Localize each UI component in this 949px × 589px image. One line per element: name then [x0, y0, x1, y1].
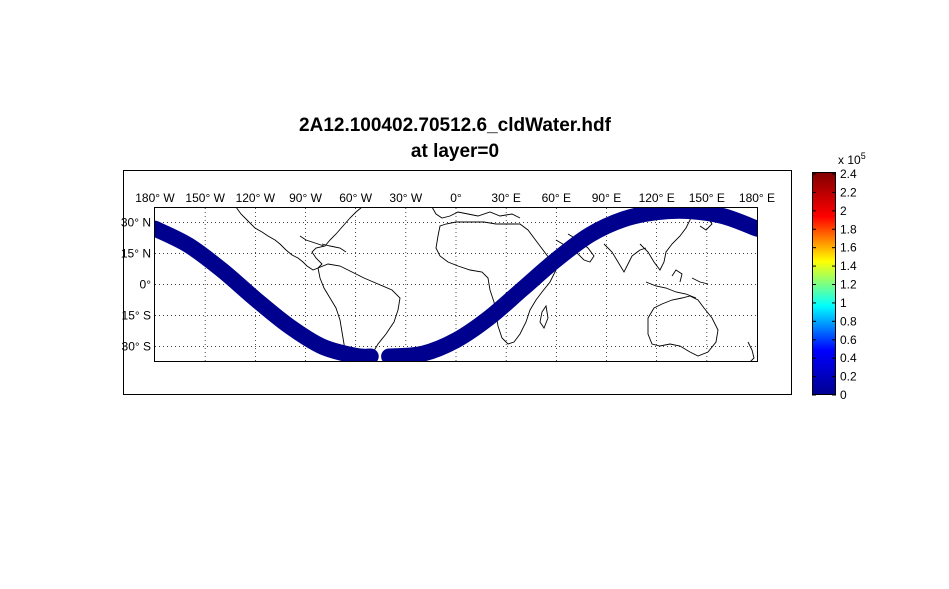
- coastline-indonesia: [645, 269, 709, 299]
- longitude-tick-label: 150° E: [689, 191, 725, 205]
- colorbar-tick-label: 0.8: [840, 314, 857, 328]
- colorbar-tick-label: 1.8: [840, 222, 857, 236]
- coastline-new-zealand: [747, 341, 755, 362]
- axes-frame: [123, 170, 792, 395]
- latitude-labels: 30° N 15° N 0° 15° S 30° S: [121, 215, 151, 353]
- longitude-tick-label: 180° W: [135, 191, 175, 205]
- coastline-gulf: [299, 235, 325, 247]
- latitude-tick-label: 0°: [140, 278, 152, 292]
- longitude-tick-label: 120° W: [236, 191, 276, 205]
- colorbar-frame: [812, 172, 836, 395]
- latitude-tick-label: 15° S: [122, 309, 151, 323]
- longitude-tick-label: 120° E: [639, 191, 675, 205]
- colorbar-tick-label: 2: [840, 204, 847, 218]
- colorbar-tick-label: 0.4: [840, 351, 857, 365]
- coastline-caribbean: [321, 243, 347, 253]
- colorbar-tick-label: 2.2: [840, 185, 857, 199]
- latitude-tick-label: 30° N: [121, 215, 151, 229]
- colorbar-tick-label: 2.4: [840, 167, 857, 181]
- colorbar-tick-label: 0.6: [840, 333, 857, 347]
- longitude-tick-label: 30° W: [389, 191, 422, 205]
- longitude-tick-label: 60° E: [542, 191, 571, 205]
- colorbar-tick-label: 1.4: [840, 259, 857, 273]
- satellite-swath: [154, 207, 758, 362]
- coastline-india: [603, 243, 647, 273]
- colorbar-tick-label: 1.6: [840, 241, 857, 255]
- map-area: 180° W 150° W 120° W 90° W 60° W 30° W 0° 30° E…: [121, 191, 775, 362]
- longitude-tick-label: 150° W: [185, 191, 225, 205]
- colorbar-tick-label: 1.2: [840, 278, 857, 292]
- coastline-north-america: [235, 207, 363, 271]
- colorbar-exponent-label: x 105: [838, 151, 866, 167]
- plot-title-line-2: at layer=0: [410, 141, 500, 162]
- latitude-tick-label: 30° S: [122, 340, 151, 354]
- longitude-tick-label: 30° E: [491, 191, 520, 205]
- swath-segment-1: [154, 220, 379, 362]
- colorbar-tick-label: 0.2: [840, 370, 857, 384]
- map-frame: [154, 207, 758, 362]
- coastline-europe: [431, 207, 521, 219]
- plot-title-line-1: 2A12.100402.70512.6_cldWater.hdf: [299, 115, 611, 136]
- coastline-australia: [647, 295, 719, 357]
- coastline-africa: [435, 221, 557, 345]
- colorbar-fill: [812, 172, 836, 395]
- swath-segment-2: [381, 207, 758, 362]
- longitude-tick-label: 60° W: [339, 191, 372, 205]
- colorbar-tick-label: 1: [840, 296, 847, 310]
- colorbar: 2.4 2.2 2 1.8 1.6 1.4 1.2 1 0.8 0.6 0.4 0.2 0 x 105: [812, 151, 866, 402]
- longitude-tick-label: 90° W: [289, 191, 322, 205]
- coastline-madagascar: [539, 304, 549, 329]
- longitude-tick-label: 180° E: [739, 191, 775, 205]
- colorbar-ticks: 2.4 2.2 2 1.8 1.6 1.4 1.2 1 0.8 0.6 0.4 0.2 0: [812, 167, 857, 402]
- latitude-tick-label: 15° N: [121, 246, 151, 260]
- longitude-labels: 180° W 150° W 120° W 90° W 60° W 30° W 0° 30° E…: [135, 191, 775, 205]
- longitude-tick-label: 90° E: [592, 191, 621, 205]
- longitude-tick-label: 0°: [450, 191, 462, 205]
- colorbar-tick-label: 0: [840, 388, 847, 402]
